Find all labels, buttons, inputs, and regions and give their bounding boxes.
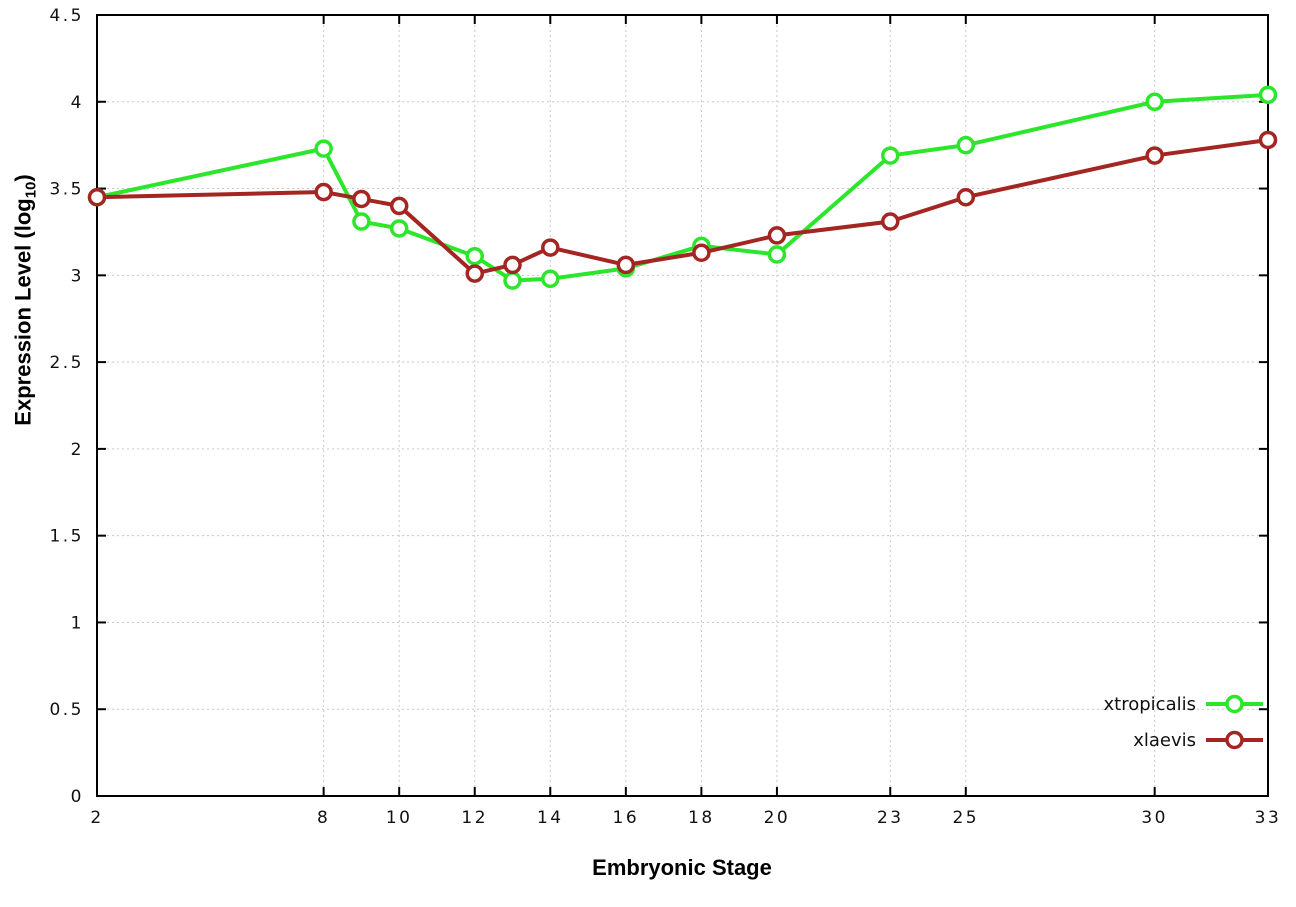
legend-label-xtropicalis: xtropicalis — [1104, 694, 1196, 715]
x-tick-label: 16 — [613, 808, 640, 828]
y-tick-label: 2 — [71, 440, 84, 460]
y-axis-label-subscript: 10 — [22, 181, 40, 199]
x-tick-label: 2 — [90, 808, 103, 828]
legend-marker-xlaevis — [1225, 730, 1244, 750]
x-tick-label: 20 — [764, 808, 791, 828]
series-line-xtropicalis — [95, 92, 1270, 283]
y-tick-label: 3.5 — [49, 180, 84, 200]
data-point-marker-xlaevis — [352, 189, 371, 209]
y-axis-label-suffix: ) — [10, 174, 36, 182]
data-point-marker-xlaevis — [87, 187, 107, 207]
y-tick-label: 2.5 — [49, 353, 84, 373]
data-point-marker-xtropicalis — [767, 245, 787, 264]
data-point-marker-xtropicalis — [352, 212, 371, 231]
data-point-marker-xtropicalis — [1145, 92, 1164, 112]
data-point-marker-xlaevis — [503, 255, 522, 275]
data-point-marker-xtropicalis — [503, 271, 522, 290]
data-point-marker-xtropicalis — [465, 246, 484, 266]
data-point-marker-xtropicalis — [389, 219, 409, 238]
x-tick-label: 25 — [952, 808, 979, 828]
x-tick-label: 10 — [386, 808, 413, 828]
data-point-marker-xlaevis — [541, 238, 560, 257]
legend-label-xlaevis: xlaevis — [1133, 730, 1196, 751]
data-point-marker-xtropicalis — [1258, 85, 1278, 105]
data-point-marker-xlaevis — [465, 264, 484, 283]
x-tick-label: 14 — [537, 808, 564, 828]
data-point-marker-xlaevis — [314, 182, 333, 202]
y-tick-label: 3 — [71, 266, 84, 286]
x-tick-label: 30 — [1141, 808, 1168, 828]
data-point-marker-xtropicalis — [956, 135, 976, 155]
y-tick-label: 4.5 — [49, 6, 84, 26]
data-point-marker-xlaevis — [1145, 146, 1164, 165]
y-axis-label: Expression Level (log10) — [10, 174, 39, 425]
data-point-marker-xlaevis — [881, 212, 900, 231]
data-point-marker-xlaevis — [616, 255, 636, 275]
legend-marker-xtropicalis — [1225, 694, 1244, 714]
data-point-marker-xtropicalis — [881, 146, 900, 165]
x-tick-label: 8 — [317, 808, 330, 828]
x-tick-label: 33 — [1255, 808, 1282, 828]
data-point-marker-xtropicalis — [541, 269, 560, 289]
data-point-marker-xlaevis — [692, 243, 711, 263]
data-point-marker-xlaevis — [956, 187, 976, 207]
x-axis-label: Embryonic Stage — [592, 855, 772, 880]
x-tick-label: 23 — [877, 808, 904, 828]
data-point-marker-xlaevis — [767, 226, 787, 245]
x-tick-label: 12 — [461, 808, 488, 828]
y-axis-label-prefix: Expression Level (log — [10, 198, 36, 426]
y-tick-label: 1 — [71, 613, 84, 633]
data-point-marker-xlaevis — [1258, 130, 1278, 150]
x-tick-label: 18 — [688, 808, 715, 828]
y-tick-label: 4 — [71, 93, 84, 113]
y-tick-label: 0 — [71, 787, 84, 807]
y-tick-label: 0.5 — [49, 700, 84, 720]
data-point-marker-xtropicalis — [314, 139, 333, 158]
data-point-marker-xlaevis — [389, 196, 409, 216]
y-tick-label: 1.5 — [49, 527, 84, 547]
plot-border — [96, 14, 1269, 797]
